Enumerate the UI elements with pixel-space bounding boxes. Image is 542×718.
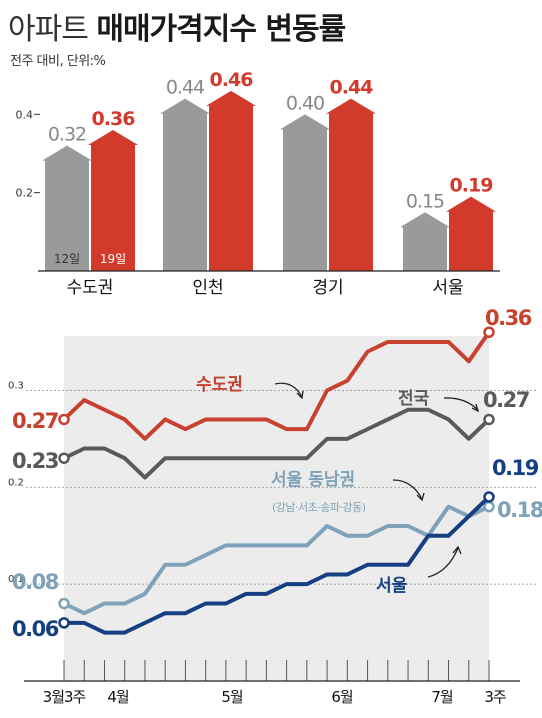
- series-seoul-dongnam-start-point: [58, 597, 70, 610]
- bar-value-label: 0.40: [286, 92, 324, 114]
- bar-19: [326, 98, 376, 272]
- line-xtick-label: 6월: [331, 688, 353, 706]
- series-seoul-start-point: [58, 617, 70, 629]
- annotation-arrowhead: [452, 545, 462, 555]
- series-start-label: 0.08: [12, 570, 59, 594]
- series-end-label: 0.27: [483, 388, 529, 412]
- bar-category-label: 인천: [192, 278, 223, 298]
- bar-12: [42, 145, 92, 271]
- annotation-arrowhead: [471, 403, 480, 413]
- annotation-arrow: [427, 547, 459, 578]
- line-ytick-label: 0.2: [8, 477, 24, 488]
- series-jeonguk-start-point: [58, 452, 70, 464]
- series-name-label: 전국: [398, 389, 430, 409]
- bar-category-label: 서울: [432, 278, 463, 298]
- series-end-label: 0.19: [492, 456, 539, 480]
- series-seoul-line: [62, 494, 491, 635]
- bar-value-label: 0.46: [210, 69, 254, 91]
- bar-19: [446, 196, 496, 271]
- bar-category-label: 경기: [312, 278, 343, 298]
- bar-12: [160, 98, 210, 272]
- series-jeonguk-line: [62, 407, 491, 480]
- bar-19: [206, 90, 256, 271]
- annotation-arrow: [274, 382, 303, 398]
- bar-value-label: 0.19: [450, 175, 493, 197]
- annotation-arrowhead: [416, 492, 425, 502]
- series-name-label: 서울 동남권: [271, 470, 355, 490]
- series-sudogwon-start-point: [58, 413, 70, 426]
- bar-19: [88, 130, 138, 271]
- legend-19: 19일: [100, 252, 126, 266]
- line-xtick-label: 7월: [431, 688, 453, 706]
- chart-subtitle: 전주 대비, 단위:%: [10, 54, 106, 69]
- series-jeonguk-end-point: [483, 413, 495, 426]
- series-name-label: 서울: [376, 576, 408, 596]
- line-plot-area: [64, 336, 489, 681]
- annotation-arrowhead: [296, 390, 304, 400]
- bar-value-label: 0.44: [166, 77, 205, 99]
- bar-category-label: 수도권: [67, 278, 114, 298]
- line-xtick-label: 3월3주: [43, 688, 86, 706]
- series-start-label: 0.23: [12, 449, 58, 473]
- bar-12: [280, 114, 330, 271]
- bar-value-label: 0.44: [330, 77, 374, 99]
- bar-value-label: 0.32: [48, 124, 86, 146]
- bar-ytick-label: 0.4: [16, 108, 34, 121]
- line-xtick-label: 4월: [107, 688, 129, 706]
- series-seoul-dongnam-end-point: [483, 500, 495, 513]
- line-ytick-label: 0.1: [8, 574, 24, 585]
- line-xtick-label: 5월: [221, 688, 243, 706]
- series-start-label: 0.27: [12, 409, 58, 433]
- series-seoul-dongnam-line: [62, 504, 491, 616]
- legend-12: 12일: [54, 252, 80, 266]
- series-sudogwon-end-point: [483, 326, 495, 338]
- annotation-arrow: [443, 397, 479, 411]
- series-seoul-end-point: [483, 491, 495, 503]
- series-end-label: 0.18: [497, 498, 542, 522]
- series-end-label: 0.36: [485, 306, 532, 330]
- series-name-label: 수도권: [196, 375, 243, 395]
- bar-ytick-label: 0.2: [16, 187, 34, 200]
- bar-value-label: 0.36: [92, 108, 136, 130]
- line-ytick-label: 0.3: [8, 380, 24, 391]
- series-name-note: (강남·서초·송파·강동): [272, 501, 366, 514]
- line-xtick-label: 3주: [484, 688, 506, 706]
- series-sudogwon-line: [62, 330, 491, 441]
- annotation-arrow: [392, 479, 423, 500]
- series-start-label: 0.06: [12, 617, 59, 641]
- bar-12: [400, 212, 450, 271]
- chart-title: 아파트 매매가격지수 변동률: [8, 12, 346, 47]
- bar-value-label: 0.15: [406, 190, 444, 212]
